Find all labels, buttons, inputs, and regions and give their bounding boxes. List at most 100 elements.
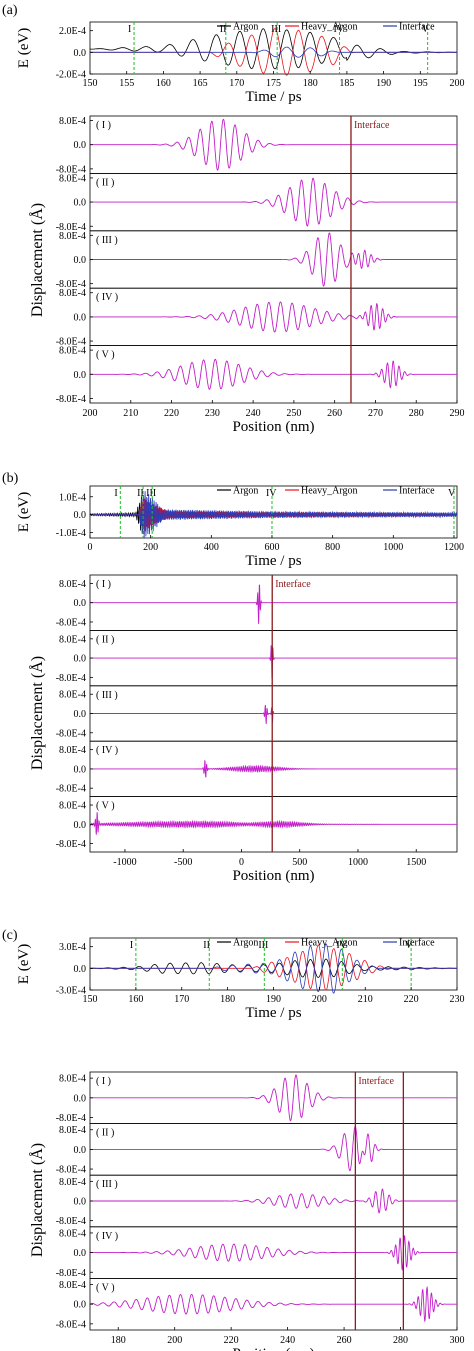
y-tick-label: 0.0 (74, 255, 87, 266)
time-marker-label: III (258, 940, 268, 951)
x-tick-label: 1500 (406, 857, 426, 868)
x-tick-label: 260 (327, 408, 342, 419)
x-tick-label: 220 (404, 994, 419, 1005)
x-tick-label: 500 (292, 857, 307, 868)
y-tick-label: 8.0E-4 (59, 288, 86, 299)
x-tick-label: 1000 (348, 857, 368, 868)
y-tick-label: -8.0E-4 (56, 728, 86, 739)
displacement-line (90, 118, 457, 171)
x-axis-title: Position (nm) (232, 1346, 314, 1351)
displacement-line (89, 1285, 457, 1323)
y-tick-label: 8.0E-4 (59, 1228, 86, 1239)
series-line-argon (90, 958, 457, 978)
y-tick-label: 8.0E-4 (59, 231, 86, 242)
x-tick-label: 195 (413, 78, 428, 89)
x-tick-label: 190 (376, 78, 391, 89)
x-tick-label: 240 (246, 408, 261, 419)
time-marker-label: IV (266, 488, 277, 499)
x-tick-label: 185 (339, 78, 354, 89)
interface-label: Interface (275, 579, 311, 590)
y-tick-label: 0.0 (74, 1197, 87, 1208)
y-tick-label: 8.0E-4 (59, 346, 86, 357)
x-axis-title: Time / ps (245, 1005, 301, 1021)
x-tick-label: 250 (286, 408, 301, 419)
y-axis-title: E (eV) (16, 28, 32, 68)
y-axis-title: Displacement (Å) (28, 656, 46, 770)
displacement-line (90, 301, 457, 333)
x-tick-label: 180 (220, 994, 235, 1005)
x-tick-label: 200 (83, 408, 98, 419)
y-tick-label: 8.0E-4 (59, 801, 86, 812)
subplot-label: ( III ) (96, 690, 118, 701)
y-tick-label: 3.0E-4 (59, 942, 86, 953)
y-axis-title: E (eV) (16, 492, 32, 532)
subplot-label: ( V ) (96, 801, 115, 812)
x-tick-label: 1200 (444, 542, 464, 553)
subplot-label: ( IV ) (96, 1231, 118, 1242)
time-marker-label: III (271, 24, 281, 35)
y-tick-label: 8.0E-4 (59, 690, 86, 701)
y-tick-label: 8.0E-4 (59, 745, 86, 756)
displacement-line (90, 760, 457, 778)
legend-entry: Interface (399, 22, 435, 33)
displacement-line (90, 1188, 457, 1214)
legend-entry: Argon (233, 938, 258, 949)
x-tick-label: 0 (88, 542, 93, 553)
x-tick-label: 400 (204, 542, 219, 553)
displacement-line (90, 584, 457, 624)
displacement-line (90, 1125, 457, 1172)
legend-entry: Interface (399, 486, 435, 497)
displacement-line (90, 232, 457, 287)
x-tick-label: 150 (83, 994, 98, 1005)
y-tick-label: 0.0 (74, 654, 87, 665)
subplot-label: ( V ) (96, 350, 115, 361)
displacement-line (90, 177, 457, 227)
displacement-line (90, 358, 457, 390)
plot-frame (89, 485, 458, 539)
legend-entry: Interface (399, 938, 435, 949)
x-tick-label: 0 (239, 857, 244, 868)
time-marker-label: V (448, 488, 456, 499)
series-line-argon (90, 28, 457, 70)
x-tick-label: 190 (266, 994, 281, 1005)
y-tick-label: 8.0E-4 (59, 173, 86, 184)
y-tick-label: -8.0E-4 (56, 1216, 86, 1227)
y-tick-label: 8.0E-4 (59, 1074, 86, 1085)
y-tick-label: -8.0E-4 (56, 673, 86, 684)
subplot-label: ( I ) (96, 1076, 111, 1087)
y-tick-label: -8.0E-4 (56, 337, 86, 348)
displacement-line (90, 704, 457, 725)
time-marker-label: IV (334, 24, 345, 35)
y-tick-label: -8.0E-4 (56, 1319, 86, 1330)
y-tick-label: 0.0 (74, 510, 87, 521)
y-tick-label: 8.0E-4 (59, 1280, 86, 1291)
x-tick-label: 170 (229, 78, 244, 89)
y-tick-label: 0.0 (74, 709, 87, 720)
y-tick-label: 0.0 (74, 764, 87, 775)
y-tick-label: -1.0E-4 (56, 528, 86, 539)
x-axis-title: Position (nm) (232, 868, 314, 884)
y-tick-label: -8.0E-4 (56, 1165, 86, 1176)
x-tick-label: 220 (224, 1335, 239, 1346)
subplot-label: ( IV ) (96, 292, 118, 303)
time-marker-label: I (114, 488, 117, 499)
x-tick-label: 165 (193, 78, 208, 89)
time-marker-label: IV (336, 940, 347, 951)
y-tick-label: 0.0 (74, 370, 87, 381)
y-tick-label: -3.0E-4 (56, 986, 86, 997)
legend-entry: Heavy_Argon (301, 938, 357, 949)
y-tick-label: 0.0 (74, 140, 87, 151)
x-tick-label: 300 (450, 1335, 465, 1346)
x-tick-label: 200 (167, 1335, 182, 1346)
x-tick-label: 160 (156, 78, 171, 89)
y-tick-label: 0.0 (74, 1145, 87, 1156)
y-tick-label: -8.0E-4 (56, 784, 86, 795)
time-marker-label: I (128, 24, 131, 35)
y-tick-label: 0.0 (74, 1300, 87, 1311)
x-tick-label: 160 (128, 994, 143, 1005)
time-marker-label: V (405, 940, 413, 951)
y-tick-label: 0.0 (74, 820, 87, 831)
x-tick-label: 260 (337, 1335, 352, 1346)
y-tick-label: 8.0E-4 (59, 579, 86, 590)
